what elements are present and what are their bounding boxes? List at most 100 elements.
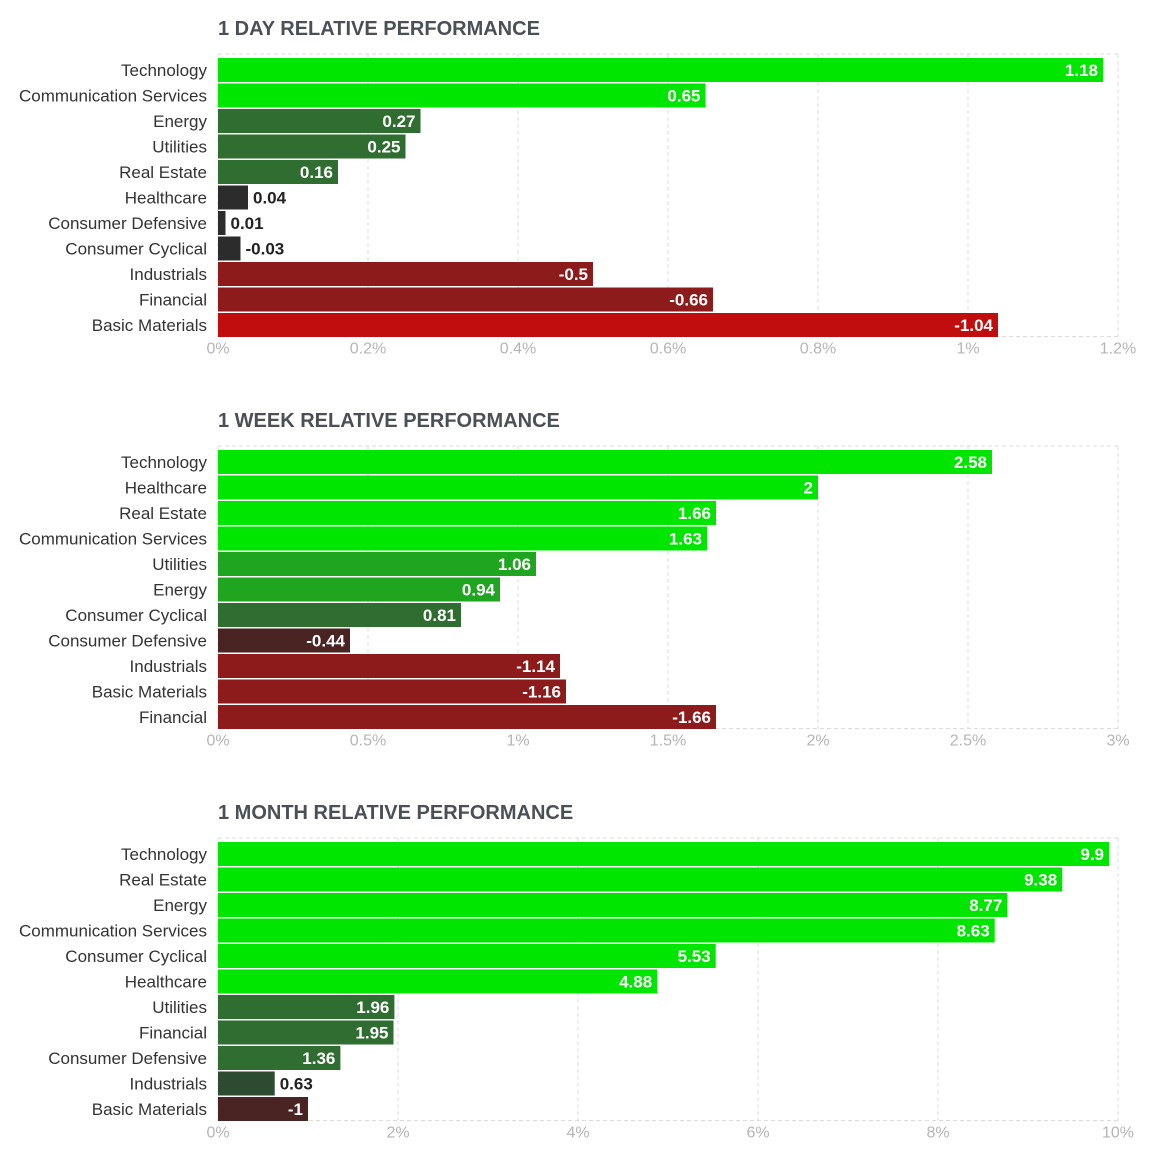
category-label: Utilities <box>152 555 207 574</box>
category-label: Real Estate <box>119 504 207 523</box>
data-label: 0.94 <box>462 580 496 599</box>
data-label: -0.44 <box>306 631 345 650</box>
bar <box>218 160 338 184</box>
category-label: Healthcare <box>125 188 207 207</box>
data-label: 1.18 <box>1065 61 1098 80</box>
tick-label: 3% <box>1106 733 1129 750</box>
bar <box>218 83 706 108</box>
data-label: 0.16 <box>300 163 333 182</box>
tick-label: 4% <box>566 1125 589 1142</box>
data-label: 1.66 <box>678 504 711 523</box>
data-label: 1.06 <box>498 555 531 574</box>
tick-label: 0.6% <box>650 341 686 358</box>
category-label: Utilities <box>152 137 207 156</box>
category-label: Financial <box>139 1023 207 1042</box>
bar <box>218 705 716 729</box>
category-label: Technology <box>121 61 208 80</box>
tick-label: 0% <box>206 341 229 358</box>
data-label: 1.36 <box>302 1049 335 1068</box>
data-label: 1.96 <box>356 998 389 1017</box>
tick-label: 2% <box>806 733 829 750</box>
data-label: 8.63 <box>957 921 990 940</box>
bar <box>218 313 998 337</box>
data-label: 1.63 <box>669 529 702 548</box>
bar <box>218 1071 275 1096</box>
data-label: 2.58 <box>954 453 987 472</box>
category-label: Industrials <box>130 265 207 284</box>
bar <box>218 995 395 1019</box>
data-label: -1.04 <box>954 316 993 335</box>
category-label: Basic Materials <box>92 316 207 335</box>
category-label: Real Estate <box>119 870 207 889</box>
bar <box>218 552 536 576</box>
bar <box>218 969 658 994</box>
bar <box>218 185 248 210</box>
category-label: Consumer Cyclical <box>65 239 207 258</box>
tick-label: 2.5% <box>950 733 986 750</box>
chart-1-month: 1 MONTH RELATIVE PERFORMANCE 0% 2% 4% 6% 8% 1… <box>0 784 1150 1154</box>
bar <box>218 1097 308 1121</box>
category-label: Technology <box>121 453 208 472</box>
data-label: 0.81 <box>423 606 456 625</box>
category-label: Consumer Cyclical <box>65 606 207 625</box>
data-label: 0.63 <box>280 1074 313 1093</box>
bar <box>218 236 241 261</box>
chart-title: 1 MONTH RELATIVE PERFORMANCE <box>218 802 574 824</box>
data-label: -1.14 <box>516 657 555 676</box>
bar <box>218 867 1063 892</box>
category-label: Technology <box>121 845 208 864</box>
bar <box>218 501 716 525</box>
bar <box>218 918 995 943</box>
bar <box>218 450 992 474</box>
category-label: Energy <box>153 112 207 131</box>
chart-title: 1 WEEK RELATIVE PERFORMANCE <box>218 410 560 432</box>
bar <box>218 603 461 627</box>
bar <box>218 842 1109 866</box>
data-label: 0.65 <box>667 86 700 105</box>
bar <box>218 134 406 159</box>
bar <box>218 211 226 235</box>
bar <box>218 262 593 286</box>
chart-title: 1 DAY RELATIVE PERFORMANCE <box>218 18 540 40</box>
tick-label: 8% <box>926 1125 949 1142</box>
tick-label: 1.5% <box>650 733 686 750</box>
data-label: 2 <box>804 478 813 497</box>
category-label: Real Estate <box>119 163 207 182</box>
category-label: Consumer Defensive <box>48 214 207 233</box>
category-label: Consumer Defensive <box>48 631 207 650</box>
chart-1-day: 1 DAY RELATIVE PERFORMANCE 0% 0.2% 0.4% 0.6… <box>0 0 1150 380</box>
chart-plot: 0% 0.5% 1% 1.5% 2% 2.5% 3% Technology 2.58 Health… <box>19 445 1130 750</box>
tick-label: 2% <box>386 1125 409 1142</box>
tick-label: 10% <box>1102 1125 1134 1142</box>
data-label: 9.9 <box>1080 845 1104 864</box>
tick-label: 6% <box>746 1125 769 1142</box>
category-label: Communication Services <box>19 529 207 548</box>
tick-label: 0.4% <box>500 341 536 358</box>
category-label: Industrials <box>130 1074 207 1093</box>
category-label: Communication Services <box>19 921 207 940</box>
data-label: 0.04 <box>253 188 287 207</box>
bar <box>218 944 716 968</box>
category-label: Consumer Cyclical <box>65 947 207 966</box>
bar <box>218 679 566 704</box>
data-label: 0.27 <box>382 112 415 131</box>
data-label: -1.66 <box>672 708 711 727</box>
data-label: -0.66 <box>669 290 708 309</box>
tick-label: 0% <box>206 1125 229 1142</box>
category-label: Communication Services <box>19 86 207 105</box>
category-label: Utilities <box>152 998 207 1017</box>
category-label: Industrials <box>130 657 207 676</box>
data-label: -1.16 <box>522 682 561 701</box>
chart-plot: 0% 0.2% 0.4% 0.6% 0.8% 1% 1.2% Technology 1.18 Co… <box>19 53 1136 358</box>
category-label: Healthcare <box>125 972 207 991</box>
bar <box>218 109 421 133</box>
tick-label: 0.5% <box>350 733 386 750</box>
data-label: -1 <box>288 1100 303 1119</box>
bar <box>218 628 350 653</box>
bar <box>218 475 818 500</box>
bar <box>218 577 500 602</box>
data-label: 9.38 <box>1024 870 1057 889</box>
bar <box>218 526 707 551</box>
data-label: -0.03 <box>246 239 285 258</box>
bar <box>218 58 1103 82</box>
